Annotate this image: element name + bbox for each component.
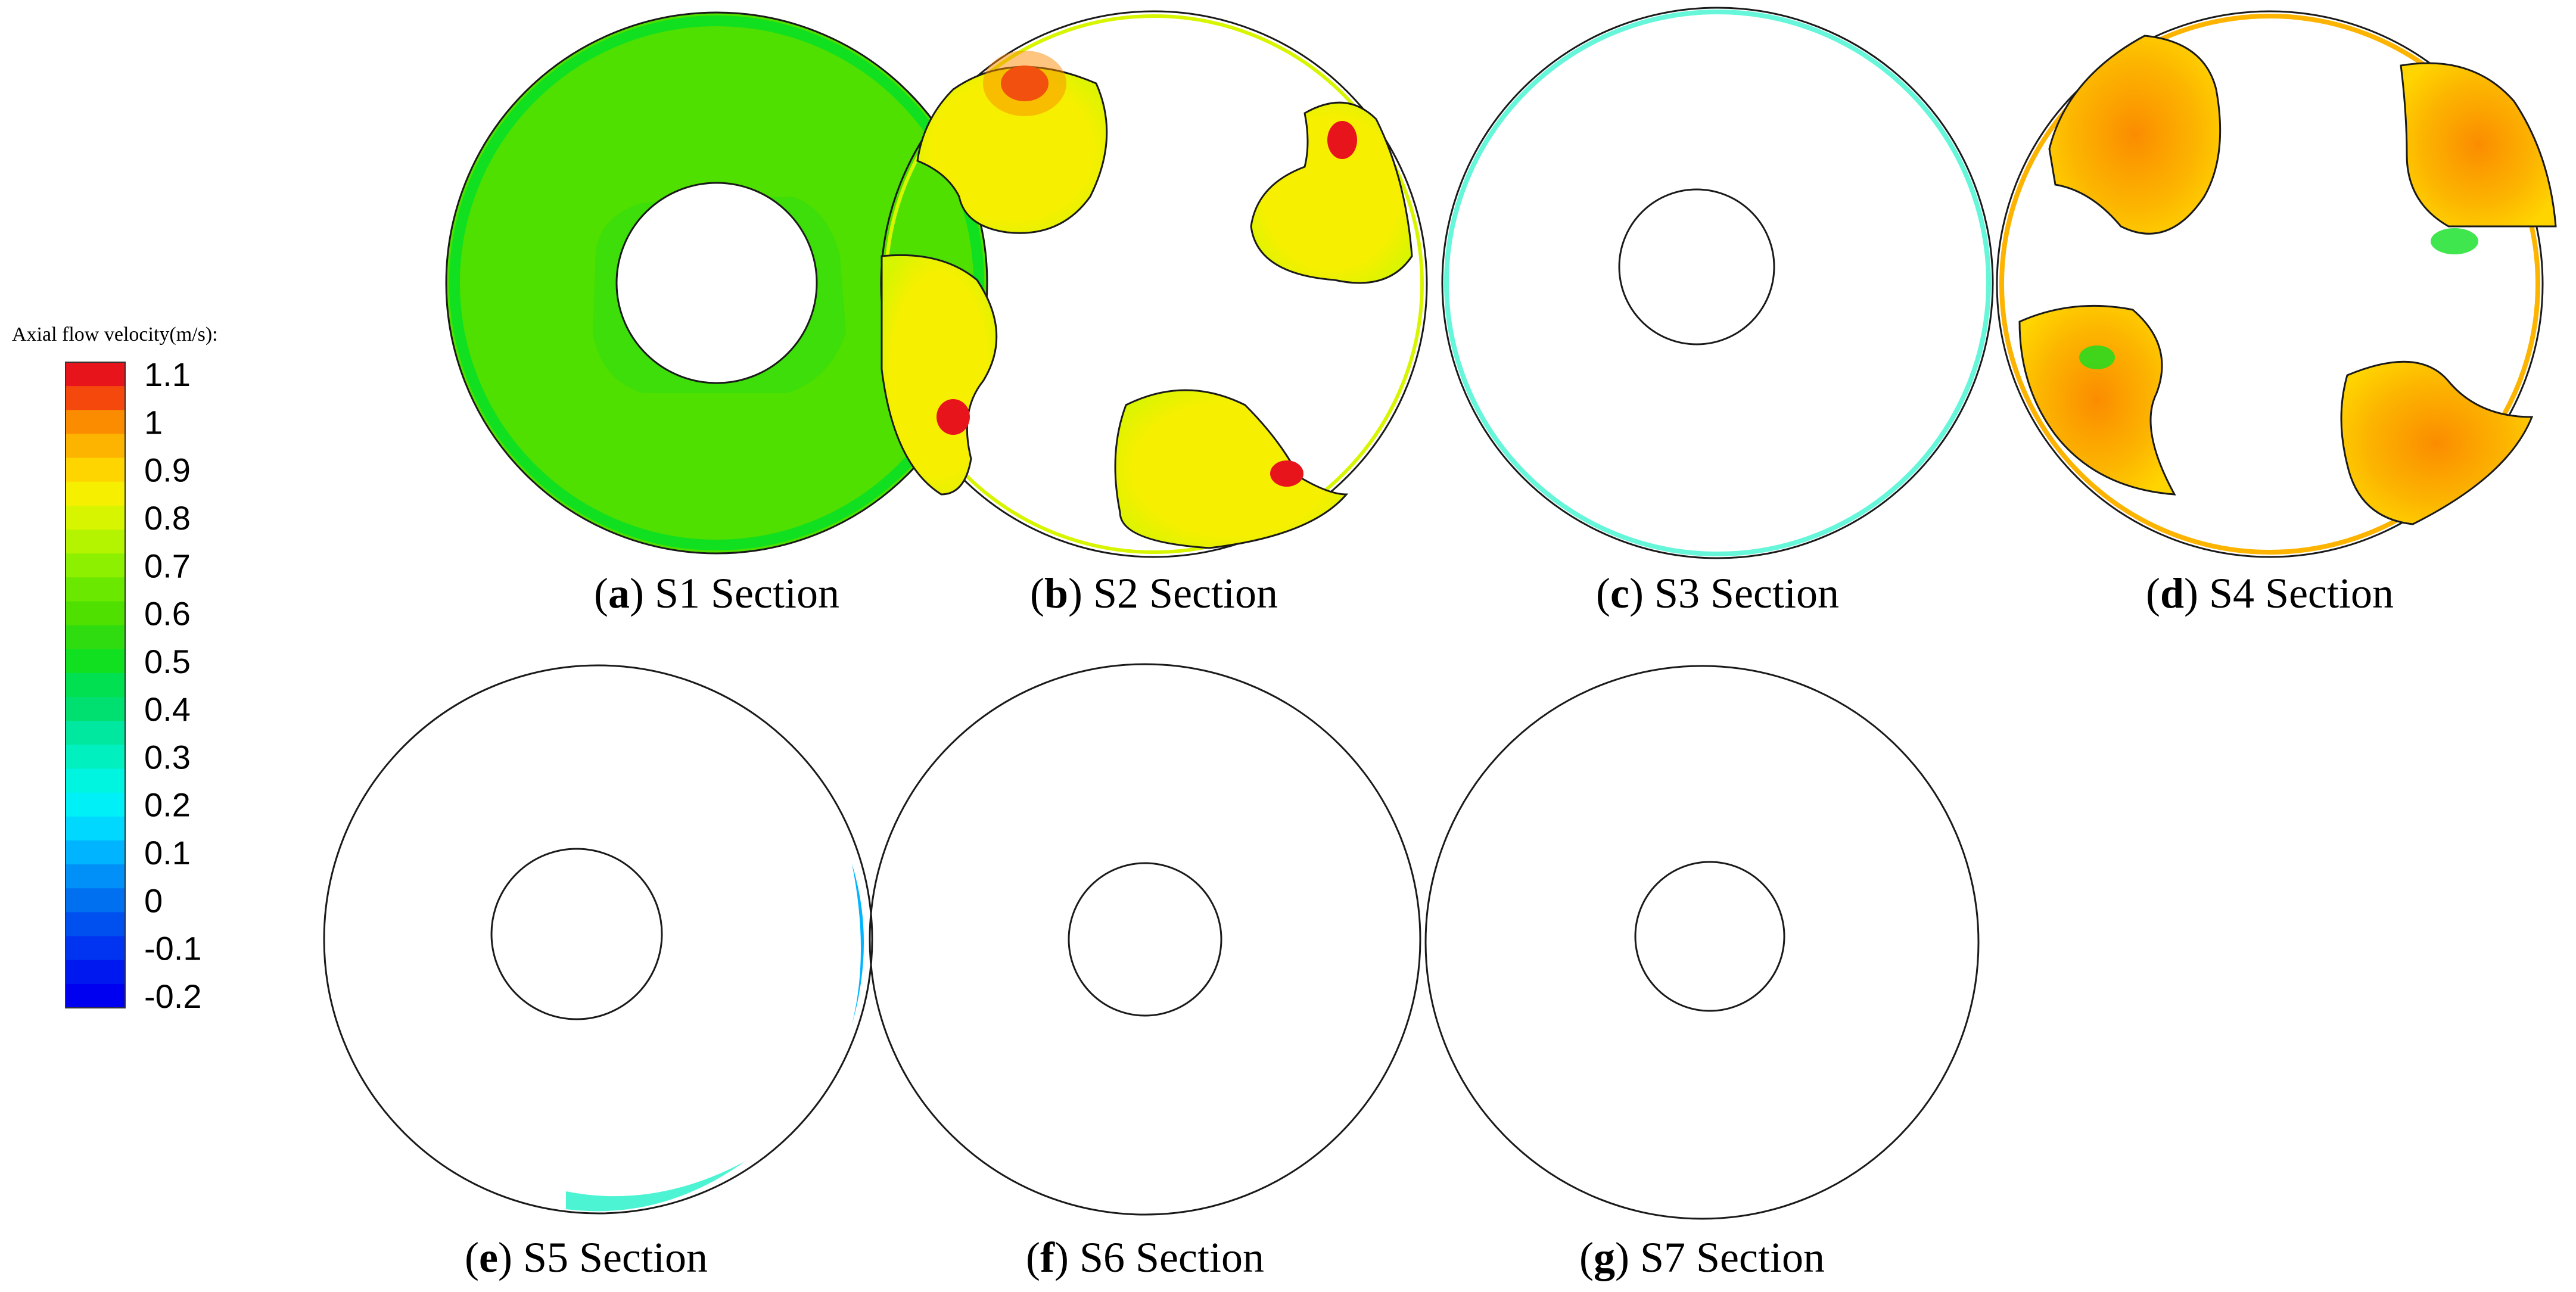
legend-swatch [66,649,125,674]
legend-swatch [66,768,125,793]
legend-swatch [66,410,125,435]
legend-swatch [66,530,125,554]
s2-hotspot-2 [1327,121,1357,159]
legend-swatch [66,983,125,1008]
legend-swatch [66,434,125,459]
legend-tick-label: 0.9 [144,452,191,489]
s4-blade-1 [2048,35,2222,235]
panel-s5 [323,664,873,1215]
legend-swatch [66,457,125,482]
legend-tick-label: 0.2 [144,786,191,824]
s4-casing-gap [1999,14,2540,555]
s4-blade-3 [2018,304,2176,496]
s6-disc [869,663,1421,1216]
s5-wall-jet [852,864,864,1025]
legend-swatch [66,864,125,889]
caption-g: (g) S7 Section [1579,1234,1825,1281]
legend-swatch [66,625,125,650]
s5-bottom-layer [566,1162,745,1212]
legend-swatch [66,936,125,961]
panel-s2 [880,10,1428,558]
s2-blade-2 [1250,101,1413,284]
legend-title: Axial flow velocity(m/s): [12,323,218,345]
legend-swatch [66,840,125,865]
legend-tick-label: -0.1 [144,930,202,967]
caption-c: (c) S3 Section [1596,569,1839,617]
s6-hub [1068,862,1222,1017]
s5-hub [490,848,663,1020]
s7-disc [1424,665,1980,1220]
legend-tick-label: 0.4 [144,690,191,728]
panel-s4 [1996,10,2557,558]
legend-tick-label: 1.1 [144,356,191,393]
captions: (a) S1 Section (b) S2 Section (c) S3 Sec… [465,569,2394,1281]
legend-tick-label: 0.3 [144,738,191,776]
s4-spot-1 [2431,228,2478,254]
legend-swatch [66,362,125,387]
legend-swatch [66,697,125,721]
caption-b: (b) S2 Section [1030,569,1278,617]
legend-swatch [66,721,125,745]
s3-hub [1618,188,1775,345]
caption-e: (e) S5 Section [465,1234,708,1281]
legend-colorbar-border [65,362,126,1008]
s7-hub [1634,861,1785,1012]
panel-s3 [1441,7,1994,559]
legend-tick-label: -0.2 [144,977,202,1015]
legend-swatch [66,601,125,626]
s2-hotspot-4 [1270,460,1303,487]
s3-wall-layer [1444,10,1991,556]
s2-hotspot-3 [937,399,970,435]
legend-tick-labels: 1.1 1 0.9 0.8 0.7 0.6 0.5 0.4 0.3 0.2 0.1 0 -0.1 -0.2 [144,356,202,1015]
legend-swatch [66,577,125,602]
s3-disc [1441,7,1994,559]
legend-swatch [66,792,125,817]
legend-swatch [66,816,125,841]
s5-disc [323,664,873,1215]
s4-blade-4 [2340,360,2534,525]
caption-a: (a) S1 Section [594,569,839,617]
caption-f: (f) S6 Section [1026,1234,1264,1281]
legend-swatch [66,553,125,578]
caption-d: (d) S4 Section [2146,569,2394,617]
legend-swatch [66,505,125,530]
s2-blade-4 [1114,389,1349,549]
panel-s1 [445,11,988,555]
s1-hub [615,182,818,384]
legend-tick-label: 1 [144,403,163,441]
panel-s7 [1424,665,1980,1220]
legend-tick-label: 0 [144,882,163,919]
s4-casing [1996,10,2544,558]
legend-swatch [66,745,125,770]
legend-swatch [66,888,125,913]
s2-hotspot-1-halo [983,51,1066,116]
legend-tick-label: 0.1 [144,834,191,871]
legend-tick-label: 0.5 [144,643,191,680]
legend-tick-label: 0.8 [144,499,191,537]
legend-swatch [66,386,125,410]
legend: Axial flow velocity(m/s): 1.1 1 0.9 0.8 0.7 0… [12,323,218,1015]
s2-blade-1 [916,66,1108,234]
s4-spot-2 [2079,345,2115,369]
panel-s6 [869,663,1421,1216]
legend-tick-label: 0.7 [144,547,191,584]
s4-blade-2 [2400,62,2557,228]
legend-swatch [66,912,125,937]
legend-swatch [66,673,125,698]
legend-colorbar [65,362,126,1008]
legend-swatch [66,481,125,506]
legend-tick-label: 0.6 [144,595,191,633]
legend-swatch [66,960,125,985]
